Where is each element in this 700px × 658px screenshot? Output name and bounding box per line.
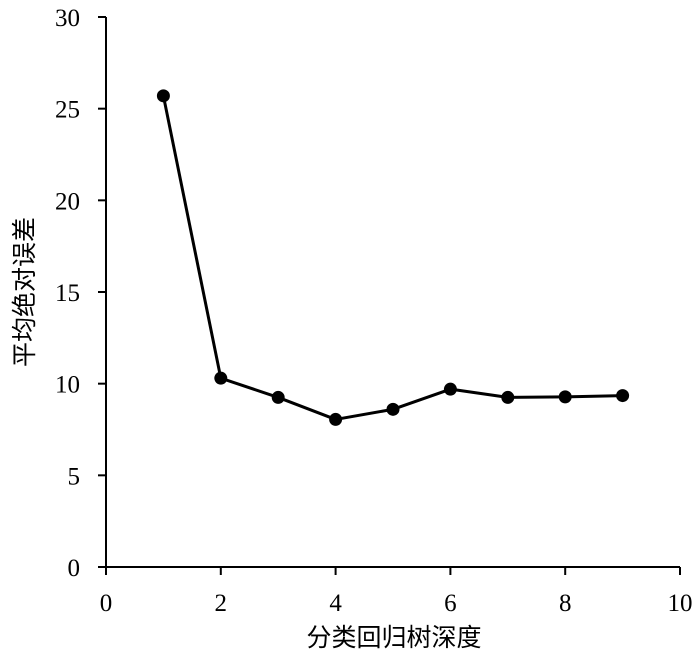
x-tick-label: 8 <box>559 590 572 617</box>
y-axis-title: 平均绝对误差 <box>10 217 39 367</box>
y-tick-label: 25 <box>55 97 80 124</box>
y-tick-label: 0 <box>68 555 81 582</box>
y-tick-label: 15 <box>55 280 80 307</box>
x-tick-label: 4 <box>329 590 342 617</box>
x-axis-ticks: 0 2 4 6 8 10 <box>100 567 693 617</box>
x-tick-label: 6 <box>444 590 457 617</box>
y-tick-label: 30 <box>55 5 80 32</box>
series-group <box>156 89 630 426</box>
data-point <box>443 382 457 396</box>
y-tick-label: 5 <box>68 463 81 490</box>
data-point <box>214 371 228 385</box>
data-point <box>386 402 400 416</box>
data-point <box>558 390 572 404</box>
x-axis-title: 分类回归树深度 <box>306 623 481 652</box>
x-tick-label: 10 <box>668 590 693 617</box>
data-point <box>329 412 343 426</box>
y-axis-ticks: 0 5 10 15 20 25 30 <box>55 5 106 582</box>
axes <box>105 17 680 568</box>
y-tick-label: 10 <box>55 372 80 399</box>
y-tick-label: 20 <box>55 188 80 215</box>
data-point <box>156 89 170 103</box>
data-point <box>616 389 630 403</box>
series-line <box>161 95 623 421</box>
data-point <box>271 390 285 404</box>
data-point <box>501 390 515 404</box>
x-tick-label: 2 <box>215 590 228 617</box>
x-tick-label: 0 <box>100 590 113 617</box>
